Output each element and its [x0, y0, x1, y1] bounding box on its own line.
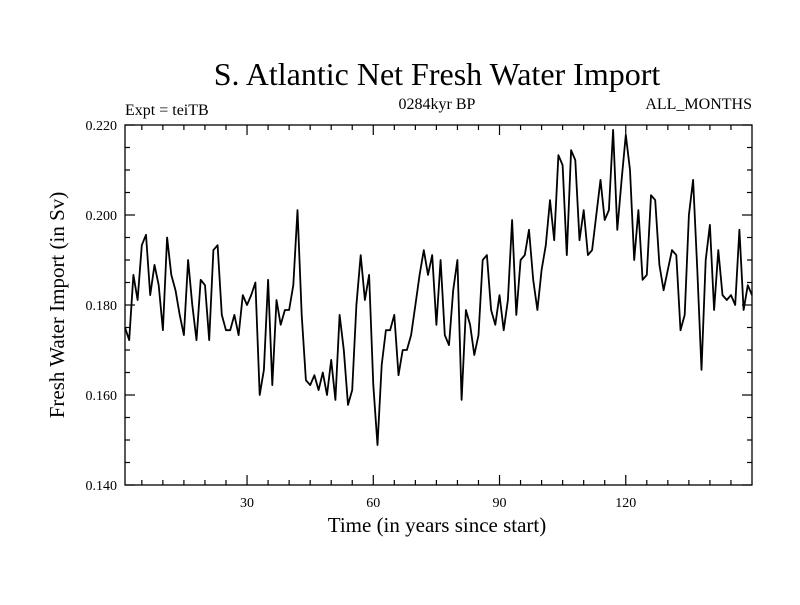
chart-title: S. Atlantic Net Fresh Water Import — [214, 56, 661, 92]
x-axis-title: Time (in years since start) — [328, 513, 547, 537]
y-tick-label: 0.160 — [86, 389, 118, 404]
months-label: ALL_MONTHS — [645, 96, 752, 113]
y-axis-title: Fresh Water Import (in Sv) — [45, 192, 69, 419]
axis-ticks — [125, 124, 752, 486]
y-tick-label: 0.180 — [86, 299, 118, 314]
data-series-line — [124, 129, 753, 446]
x-tick-label: 60 — [366, 496, 380, 511]
x-tick-label: 120 — [615, 496, 636, 511]
y-tick-label: 0.220 — [86, 119, 118, 134]
y-tick-label: 0.200 — [86, 209, 118, 224]
axis-tick-labels: 30 60 90 120 0.140 0.160 0.180 0.200 0.220 — [86, 119, 637, 511]
experiment-label: Expt = teiTB — [125, 102, 209, 119]
x-tick-label: 90 — [493, 496, 507, 511]
x-tick-label: 30 — [240, 496, 254, 511]
period-label: 0284kyr BP — [399, 96, 476, 113]
y-tick-label: 0.140 — [86, 479, 118, 494]
